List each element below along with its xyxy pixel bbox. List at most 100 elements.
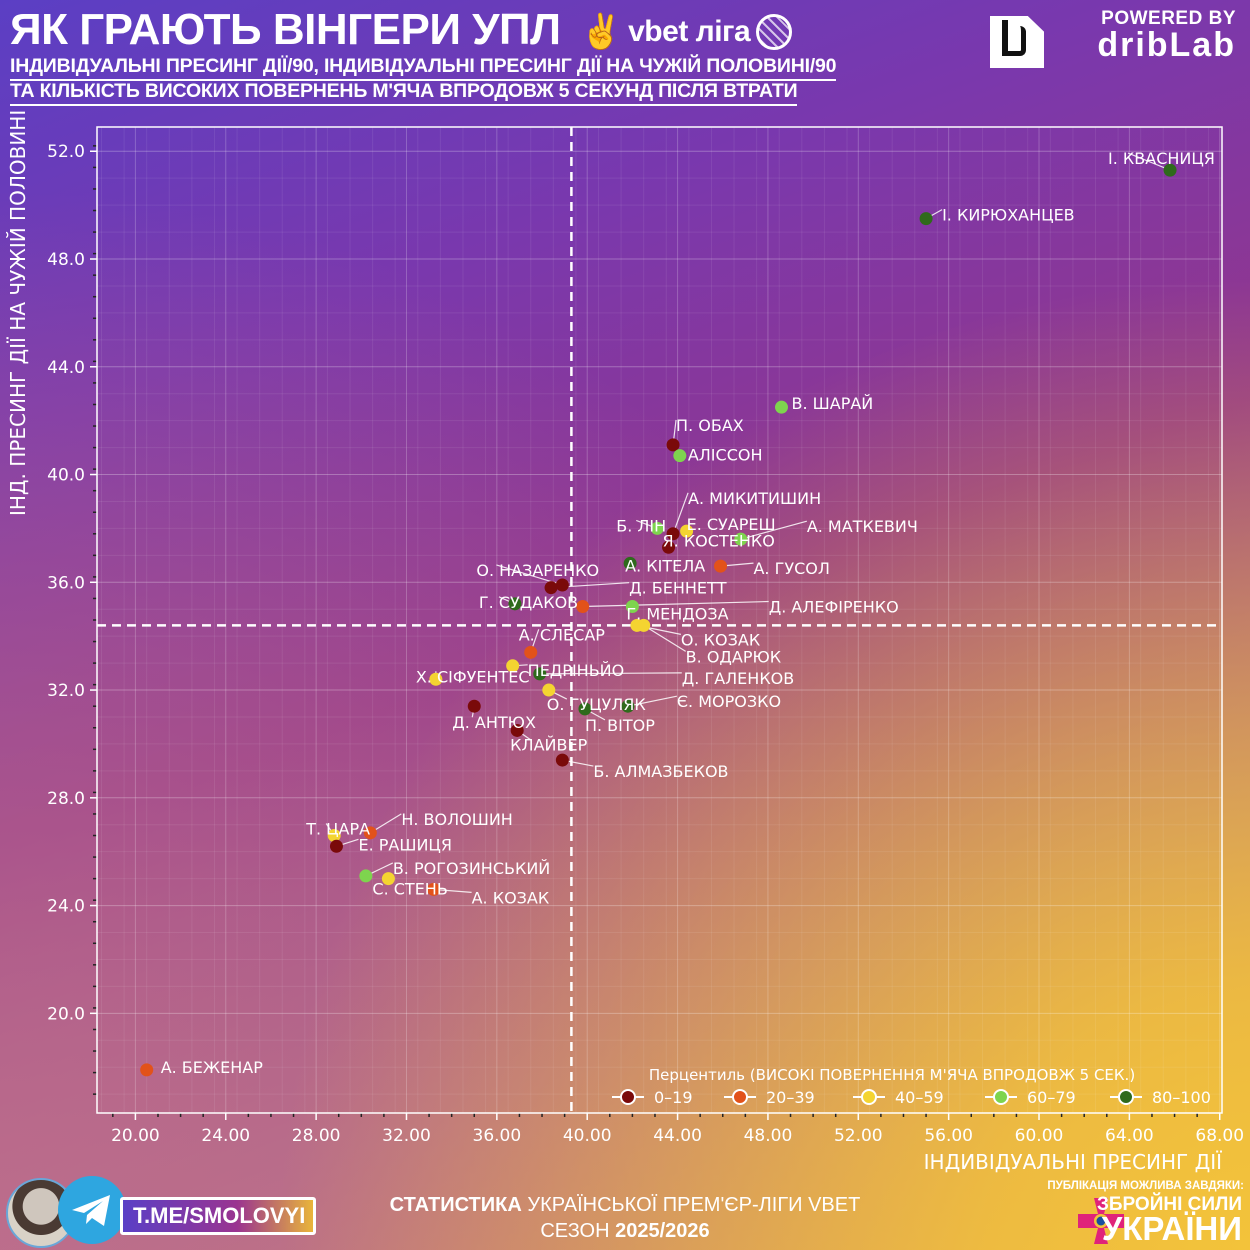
legend-title: Перцентиль (ВИСОКІ ПОВЕРНЕННЯ М'ЯЧА ВПРО… <box>649 1066 1135 1084</box>
y-tick-label: 20.0 <box>47 1004 85 1024</box>
y-tick-label: 44.0 <box>47 358 85 378</box>
point-label: А. КІТЕЛА <box>625 556 705 575</box>
data-point <box>467 699 481 713</box>
data-point <box>140 1063 154 1077</box>
zsu-badge: ПУБЛІКАЦІЯ МОЖЛИВА ЗАВДЯКИ: ЗБРОЙНІ СИЛИ… <box>1036 1180 1246 1247</box>
label-leader-line <box>582 600 769 608</box>
point-label: О. ГУЦУЛЯК <box>547 695 647 714</box>
point-label: В. ШАРАЙ <box>791 394 873 413</box>
data-point <box>506 659 520 673</box>
point-label: Б. АЛМАЗБЕКОВ <box>593 762 728 781</box>
point-label: П. ОБАХ <box>676 416 744 435</box>
powered-by-label: POWERED BY <box>1101 8 1236 29</box>
telegram-icon[interactable] <box>58 1176 126 1244</box>
data-point <box>625 600 639 614</box>
label-leader-line <box>627 695 677 707</box>
data-point <box>327 829 341 843</box>
y-axis-title: ІНД. ПРЕСИНГ ДІЇ НА ЧУЖІЙ ПОЛОВИНІ <box>2 110 34 520</box>
point-label: С. СТЕНЬ <box>372 880 447 899</box>
y-tick-label: 24.0 <box>47 897 85 917</box>
point-label: КЛАЙВЕР <box>510 735 587 754</box>
data-point <box>919 212 933 226</box>
data-point <box>680 524 694 538</box>
legend-marker <box>620 1089 636 1105</box>
footer-text: СТАТИСТИКА УКРАЇНСЬКОЇ ПРЕМ'ЄР-ЛІГИ VBET… <box>0 1192 1250 1244</box>
point-label: В. РОГОЗИНСЬКИЙ <box>393 859 550 878</box>
x-tick-label: 36.00 <box>473 1126 522 1146</box>
data-point <box>713 559 727 573</box>
label-leader-line <box>740 520 807 540</box>
plot-frame <box>96 126 1223 1114</box>
x-tick-label: 24.00 <box>201 1126 250 1146</box>
driblab-logo-icon <box>990 16 1044 68</box>
data-point <box>666 438 680 452</box>
point-label: А. ГУСОЛ <box>753 559 829 578</box>
data-point <box>359 869 373 883</box>
point-label: Б. ЛІН <box>616 516 666 535</box>
point-label: Д. ГАЛЕНКОВ <box>682 669 794 688</box>
brand-name: dribLab <box>1097 26 1236 64</box>
data-point <box>576 600 590 614</box>
data-point <box>673 449 687 463</box>
x-tick-label: 56.00 <box>924 1126 973 1146</box>
point-label: Г. СУДАКОВ <box>479 593 578 612</box>
data-point <box>510 723 524 737</box>
label-leader-line <box>643 624 687 652</box>
point-label: А. БЕЖЕНАР <box>161 1058 264 1077</box>
label-leader-line <box>539 672 682 675</box>
x-tick-label: 20.00 <box>111 1126 160 1146</box>
data-point <box>623 556 637 570</box>
peace-hand-icon: ✌ <box>580 13 623 52</box>
season-value: 2025/2026 <box>615 1220 710 1242</box>
season-label: СЕЗОН <box>540 1220 610 1242</box>
point-label: Е. СУАРЕШ <box>687 515 776 534</box>
point-label: В. ОДАРЮК <box>686 647 782 666</box>
point-label: Х. СІФУЕНТЕС <box>416 667 530 686</box>
point-label: Т. ЦАРА <box>305 820 370 839</box>
x-tick-label: 28.00 <box>292 1126 341 1146</box>
point-label: Н. ВОЛОШИН <box>401 810 513 829</box>
legend-label: 80–100 <box>1152 1088 1211 1107</box>
x-tick-label: 64.00 <box>1105 1126 1154 1146</box>
league-logo-text: vbet ліга <box>628 15 751 49</box>
legend-label: 0–19 <box>654 1088 693 1107</box>
point-label: А. МАТКЕВИЧ <box>807 517 918 536</box>
point-label: О. КОЗАК <box>681 630 761 649</box>
data-point <box>1163 163 1177 177</box>
legend-marker <box>993 1089 1009 1105</box>
data-point <box>555 753 569 767</box>
zsu-line-2: ЗБРОЙНІ СИЛИ <box>1096 1194 1242 1215</box>
data-point <box>427 882 441 896</box>
data-point <box>329 839 343 853</box>
y-tick-label: 48.0 <box>47 250 85 270</box>
x-tick-label: 68.00 <box>1195 1126 1244 1146</box>
point-label: А. КОЗАК <box>472 888 550 907</box>
data-point <box>508 597 522 611</box>
data-point <box>363 826 377 840</box>
data-point <box>578 702 592 716</box>
point-label: АЛІССОН <box>688 446 763 465</box>
legend-marker <box>732 1089 748 1105</box>
data-point <box>621 699 635 713</box>
point-label: А. СЛЕСАР <box>519 625 606 644</box>
footer-stat-rest: УКРАЇНСЬКОЇ ПРЕМ'ЄР-ЛІГИ VBET <box>527 1194 861 1216</box>
point-label: Е. РАШИЦЯ <box>358 835 452 854</box>
legend-label: 40–59 <box>895 1088 944 1107</box>
title-text: ЯК ГРАЮТЬ ВІНГЕРИ УПЛ <box>10 5 561 54</box>
subtitle-line-1: ІНДИВІДУАЛЬНІ ПРЕСИНГ ДІЇ/90, ІНДИВІДУАЛ… <box>10 55 837 81</box>
legend-label: 20–39 <box>766 1088 815 1107</box>
y-axis-label: ІНД. ПРЕСИНГ ДІЇ НА ЧУЖІЙ ПОЛОВИНІ <box>6 109 30 516</box>
telegram-handle-link[interactable]: T.ME/SMOLOVYI <box>120 1197 317 1235</box>
x-axis-title: ІНДИВІДУАЛЬНІ ПРЕСИНГ ДІЇ <box>923 1150 1222 1174</box>
point-label: Д. БЕННЕТТ <box>629 579 727 598</box>
data-point <box>666 527 680 541</box>
footer-stat-bold: СТАТИСТИКА <box>389 1194 522 1216</box>
point-label: І. КВАСНИЦЯ <box>1108 149 1215 168</box>
zsu-line-3: УКРАЇНИ <box>1101 1210 1242 1247</box>
y-tick-label: 28.0 <box>47 789 85 809</box>
label-leader-line <box>672 492 689 534</box>
page-title: ЯК ГРАЮТЬ ВІНГЕРИ УПЛ ✌ vbet ліга <box>10 4 793 58</box>
point-label: О. НАЗАРЕНКО <box>476 561 599 580</box>
legend-marker <box>1118 1089 1134 1105</box>
